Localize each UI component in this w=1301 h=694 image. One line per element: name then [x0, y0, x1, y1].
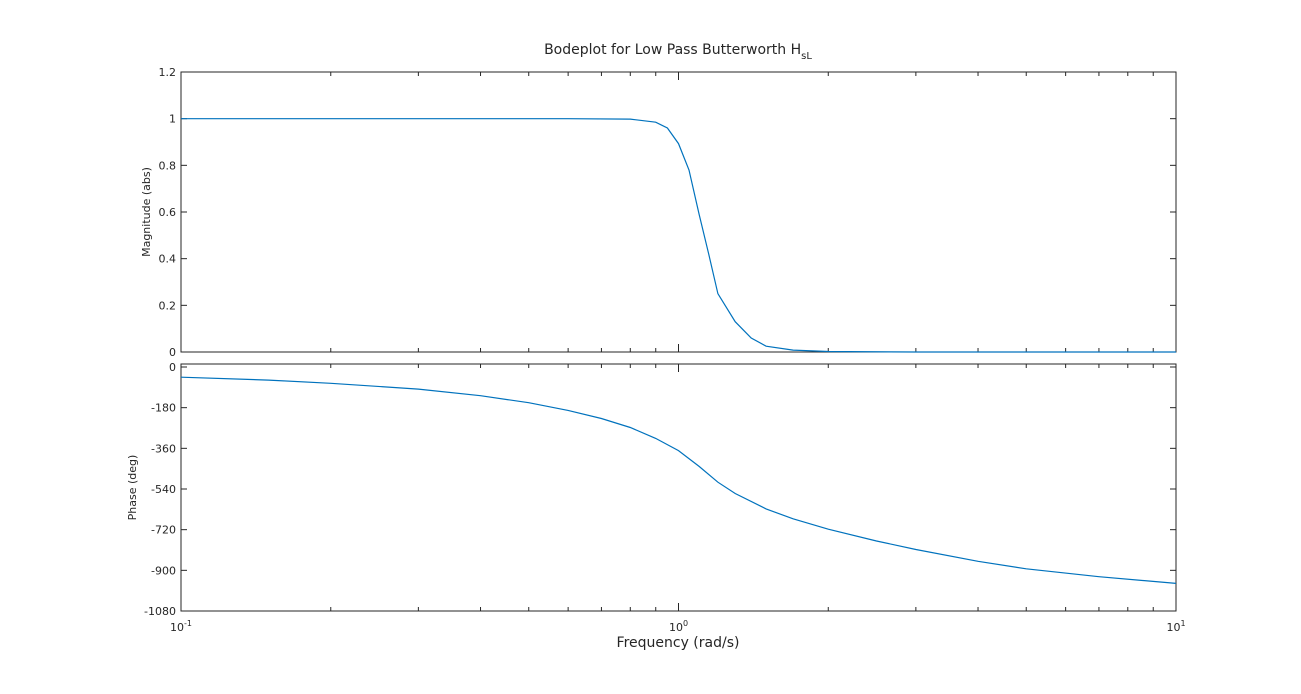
phase-y-tick-label: -900 [151, 564, 176, 577]
phase-axes-box [180, 363, 1177, 612]
magnitude-axes-box [180, 71, 1177, 353]
magnitude-y-tick-label: 0.6 [159, 206, 177, 219]
phase-y-tick-label: -720 [151, 524, 176, 537]
magnitude-series-line [181, 118, 1176, 353]
phase-panel: 0 -180 -360 -540 -720 -900 -1080 Phase (deg) [126, 361, 1177, 618]
phase-y-tick-label: -1080 [144, 605, 176, 618]
phase-series-line [180, 376, 1177, 584]
x-tick-label: 101 [1166, 619, 1185, 634]
phase-y-tick-label: 0 [169, 361, 176, 374]
magnitude-y-tick-label: 0 [169, 346, 176, 359]
x-tick-label: 100 [669, 619, 688, 634]
magnitude-panel: 0 0.2 0.4 0.6 0.8 1 1.2 Magnitude (abs) [140, 66, 1177, 359]
x-axis-label: Frequency (rad/s) [617, 635, 740, 651]
magnitude-y-tick-label: 0.2 [159, 299, 177, 312]
x-tick-label: 10-1 [170, 619, 192, 634]
chart-title-subscript: sL [801, 51, 812, 62]
magnitude-y-tick-label: 1.2 [159, 66, 177, 79]
chart-title-main: Bodeplot for Low Pass Butterworth H [544, 42, 801, 58]
magnitude-y-tick-label: 1 [169, 113, 176, 126]
magnitude-y-tick-label: 0.4 [159, 253, 177, 266]
x-tick-labels: 10-1 100 101 [170, 619, 1186, 634]
phase-y-tick-label: -360 [151, 442, 176, 455]
phase-y-tick-label: -540 [151, 483, 176, 496]
chart-title: Bodeplot for Low Pass Butterworth HsL [544, 42, 812, 62]
magnitude-y-axis-label: Magnitude (abs) [140, 167, 153, 257]
phase-y-axis-label: Phase (deg) [126, 455, 139, 521]
magnitude-y-tick-label: 0.8 [159, 159, 177, 172]
phase-y-tick-label: -180 [151, 402, 176, 415]
